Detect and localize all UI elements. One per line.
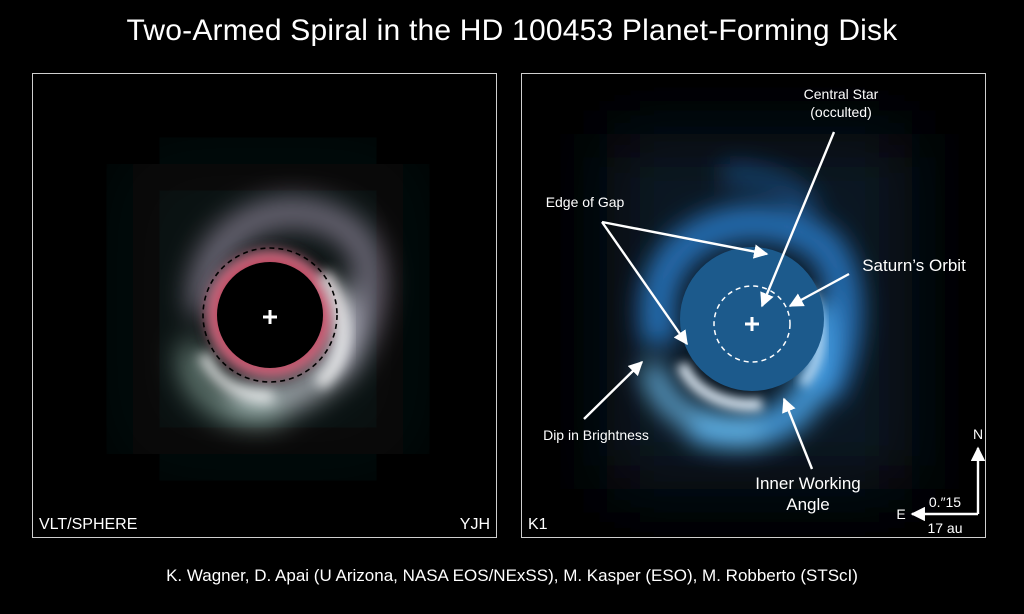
dip-in-brightness-label: Dip in Brightness [543,427,649,443]
left-image-panel: VLT/SPHERE YJH [32,73,497,538]
right-image-panel: Central Star (occulted) Edge of Gap Satu… [521,73,986,538]
star-cross-icon [745,317,759,331]
band-label-right: K1 [528,516,548,533]
saturn-orbit-ring [713,285,791,363]
right-disk-image [583,131,985,522]
inner-working-angle-label: Inner Working Angle [755,474,861,515]
orbit-ring-dashed [202,247,338,383]
edge-of-gap-label: Edge of Gap [545,194,625,210]
star-cross-icon [263,310,277,324]
left-disk-image [133,164,403,454]
scale-angular-label: 0.″15 [928,494,962,510]
compass-east-label: E [896,506,906,522]
annotation-arrows [583,131,985,522]
page-title: Two-Armed Spiral in the HD 100453 Planet… [126,14,898,47]
instrument-label: VLT/SPHERE [39,516,138,533]
band-label-left: YJH [459,516,490,533]
scale-physical-label: 17 au [927,520,963,536]
saturns-orbit-label: Saturn’s Orbit [862,256,966,275]
compass-north-label: N [972,426,984,442]
image-credit: K. Wagner, D. Apai (U Arizona, NASA EOS/… [166,566,858,585]
central-star-label: Central Star (occulted) [803,86,879,120]
